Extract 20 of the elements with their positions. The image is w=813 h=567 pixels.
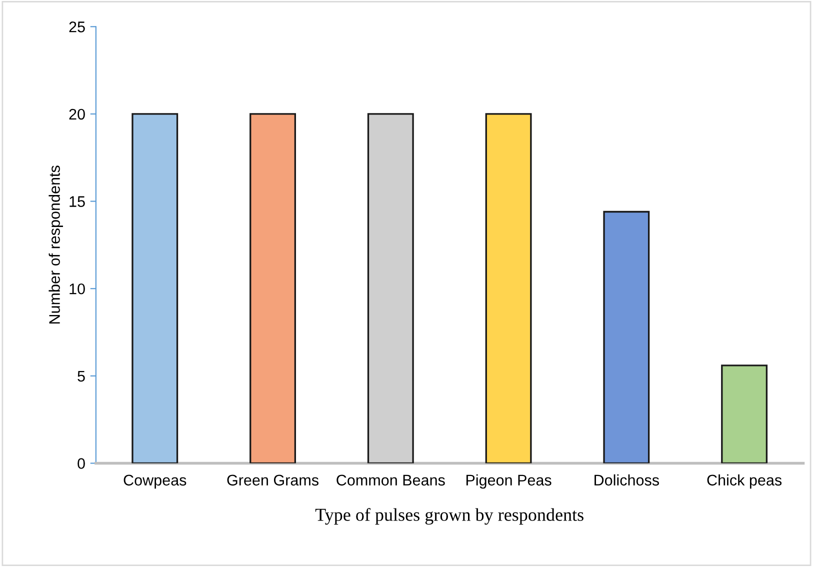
x-tick-label: Cowpeas xyxy=(124,474,186,489)
x-tick-label: Pigeon Peas xyxy=(466,474,552,489)
y-tick-label: 20 xyxy=(69,108,85,120)
y-tick-label: 0 xyxy=(78,458,85,469)
x-tick-label: Chick peas xyxy=(707,474,782,489)
x-axis-title: Type of pulses grown by respondents xyxy=(315,508,584,525)
bar xyxy=(132,113,178,464)
bar xyxy=(250,113,296,464)
bar xyxy=(603,210,650,464)
y-tick-label: 5 xyxy=(78,370,85,382)
y-axis-title: Number of respondents xyxy=(48,166,63,324)
bar xyxy=(485,113,532,464)
bar xyxy=(367,113,414,464)
bar xyxy=(721,364,768,464)
y-tick-label: 10 xyxy=(70,283,85,294)
y-tick-label: 15 xyxy=(70,196,85,207)
x-tick-label: Green Grams xyxy=(227,474,318,486)
x-tick-label: Dolichoss xyxy=(594,474,659,486)
x-tick-label: Common Beans xyxy=(336,474,445,486)
y-tick-label: 25 xyxy=(69,22,85,32)
